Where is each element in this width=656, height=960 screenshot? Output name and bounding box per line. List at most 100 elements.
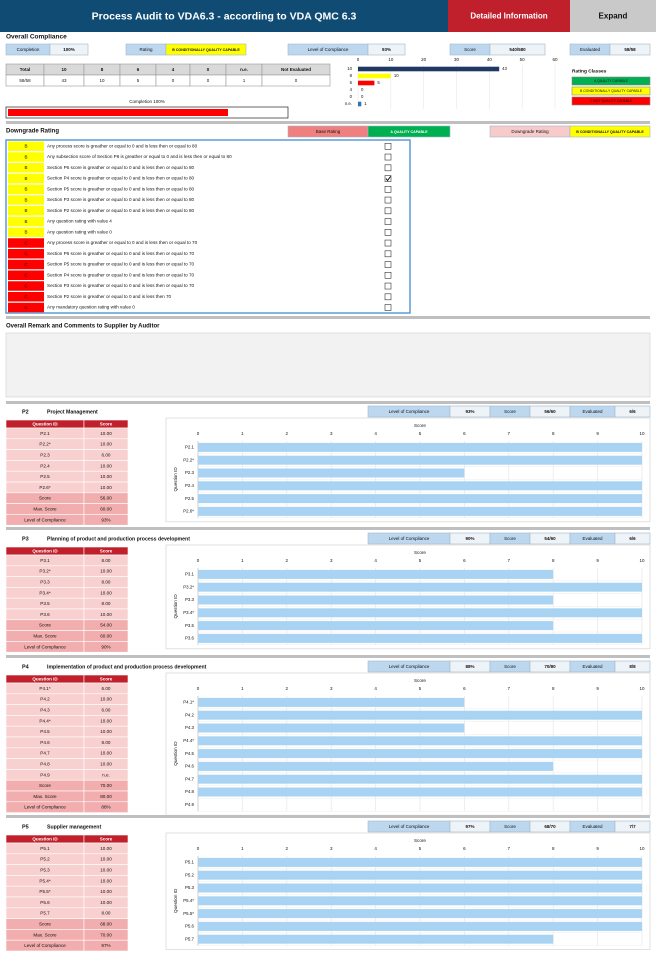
rule-checkbox[interactable]: [384, 164, 392, 172]
separator: [6, 527, 650, 530]
downgrade-rating-value-cell: [569, 125, 651, 138]
x-tick-label: 2: [286, 558, 289, 563]
y-tick-label: P4.4*: [183, 738, 194, 743]
kpi-value: 6/6: [629, 409, 636, 414]
expand-button[interactable]: Expand: [599, 11, 628, 20]
y-tick-label: P2.5: [185, 496, 195, 501]
table-header: Question ID: [32, 421, 58, 426]
table-cell: 8.00: [102, 580, 111, 585]
rule-class: B: [24, 208, 27, 213]
bar: [198, 697, 465, 707]
kpi-value: 6/6: [629, 536, 636, 541]
table-cell-cell: [261, 74, 331, 87]
y-tick-label: n.e.: [345, 101, 352, 106]
y-axis-title: Question ID: [173, 888, 178, 913]
rating-classes-title: Rating Classes: [572, 68, 607, 74]
section-name: Implementation of product and production…: [47, 664, 207, 670]
rule-checkbox[interactable]: [384, 250, 392, 258]
x-tick-label: 0: [197, 686, 200, 691]
completion-progress: [8, 109, 228, 116]
rule-checkbox[interactable]: [384, 304, 392, 311]
rule-checkbox[interactable]: [384, 207, 392, 215]
x-tick-label: 20: [421, 57, 427, 62]
x-tick-label: 1: [241, 846, 244, 851]
rule-text: Section P3 score is greather or equal to…: [47, 283, 195, 288]
table-cell: 10.00: [100, 442, 112, 447]
rule-class: C: [24, 240, 28, 245]
table-cell: P3.2*: [39, 569, 50, 574]
bar: [198, 481, 642, 491]
rule-class-cell: [8, 206, 44, 216]
base-rating-value-cell: [367, 125, 451, 138]
data-label: 0: [361, 87, 364, 92]
kpi-value-cell: [614, 532, 651, 545]
rule-class-cell: [8, 184, 44, 194]
separator: [6, 655, 650, 658]
rating-class: C NOT QUALITY CAPABLE: [590, 99, 633, 103]
table-header: Question ID: [32, 836, 58, 841]
rule-checkbox[interactable]: [384, 293, 392, 301]
kpi-value: 58/58: [624, 47, 636, 52]
x-tick-label: 0: [197, 431, 200, 436]
kpi-label: Level of Compliance: [389, 409, 430, 414]
x-tick-label: 40: [487, 57, 493, 62]
x-tick-label: 9: [596, 846, 599, 851]
y-tick-label: P5.6: [185, 924, 195, 929]
rating-class-cell: [571, 96, 651, 106]
section-title: Overall Remark and Comments to Supplier …: [6, 324, 160, 330]
rule-checkbox[interactable]: [384, 271, 392, 279]
rule-checkbox[interactable]: [384, 143, 392, 150]
rule-checkbox[interactable]: [384, 218, 392, 225]
x-tick-label: 8: [552, 846, 555, 851]
table-cell: 10.00: [100, 900, 112, 905]
rule-checkbox[interactable]: [384, 261, 392, 268]
x-tick-label: 6: [463, 846, 466, 851]
y-tick-label: P5.3: [185, 885, 195, 890]
bar: [358, 101, 362, 107]
rule-class: C: [24, 273, 28, 278]
x-tick-label: 3: [330, 686, 333, 691]
rule-checkbox[interactable]: [384, 239, 392, 247]
table-cell: 10.00: [100, 612, 112, 617]
table-header: 10: [61, 67, 67, 72]
rule-checkbox[interactable]: [384, 175, 392, 182]
rule-checkbox[interactable]: [384, 153, 392, 161]
table-cell: P3.3: [40, 580, 50, 585]
y-tick-label: 8: [350, 73, 353, 78]
table-cell: P3.4*: [39, 590, 50, 595]
rule-checkbox[interactable]: [384, 229, 392, 236]
bar: [198, 494, 642, 504]
check-mark: [385, 176, 391, 182]
rule-checkbox[interactable]: [384, 186, 392, 193]
x-tick-label: 10: [639, 846, 645, 851]
expand-button-cell[interactable]: [570, 0, 656, 32]
rule-checkbox[interactable]: [384, 282, 392, 290]
bar: [198, 723, 465, 733]
rule-checkbox[interactable]: [384, 196, 392, 204]
x-tick-label: 5: [419, 686, 422, 691]
detail-button[interactable]: Detailed Information: [470, 11, 547, 20]
table-cell: 58/58: [19, 78, 31, 83]
bar: [198, 582, 642, 592]
table-cell: 10.00: [100, 718, 112, 723]
y-tick-label: P5.2: [185, 872, 195, 877]
table-cell: P4.5: [40, 729, 50, 734]
rule-class-cell: [8, 302, 44, 313]
table-cell: 8.00: [102, 911, 111, 916]
header-bar: [0, 0, 448, 32]
table-cell: 10.00: [100, 474, 112, 479]
y-tick-label: P4.8: [185, 789, 195, 794]
table-cell: P3.6: [40, 612, 50, 617]
remark-box[interactable]: [5, 332, 651, 398]
x-tick-label: 30: [454, 57, 460, 62]
section-name: Planning of product and production proce…: [47, 536, 190, 542]
table-cell: 10.00: [100, 485, 112, 490]
rule-class-cell: [8, 163, 44, 173]
table-cell: 6.00: [102, 708, 111, 713]
separator: [6, 121, 650, 124]
x-tick-label: 3: [330, 558, 333, 563]
y-tick-label: P2.3: [185, 470, 195, 475]
rule-class: C: [24, 294, 28, 299]
detail-button-cell[interactable]: [448, 0, 570, 32]
separator: [6, 401, 650, 404]
